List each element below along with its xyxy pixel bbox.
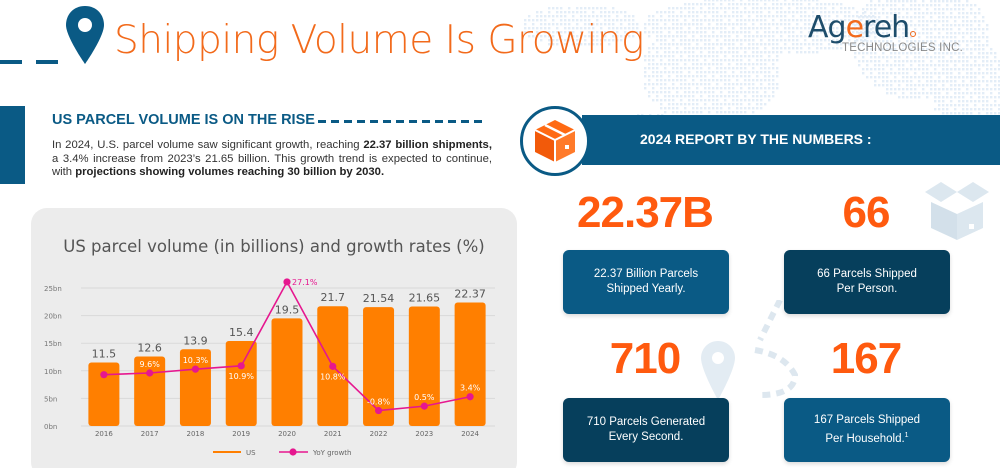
stat-number-yearly: 22.37B bbox=[577, 188, 714, 237]
bar bbox=[225, 340, 257, 426]
x-tick-label: 2016 bbox=[95, 430, 113, 438]
yoy-point bbox=[329, 362, 337, 370]
open-box-decoration-icon bbox=[925, 182, 989, 240]
x-tick-label: 2017 bbox=[141, 430, 159, 438]
stat-number-per-person: 66 bbox=[842, 188, 891, 237]
y-tick-label: 15bn bbox=[44, 340, 62, 348]
bar bbox=[454, 302, 486, 426]
yoy-point bbox=[191, 365, 200, 373]
yoy-value-label: 10.8% bbox=[320, 372, 346, 381]
bar bbox=[271, 318, 303, 426]
bar bbox=[88, 362, 120, 426]
section-accent-bar bbox=[0, 106, 25, 184]
bar-value-label: 12.6 bbox=[137, 341, 162, 354]
yoy-value-label: -0.8% bbox=[367, 398, 391, 407]
chart-title: US parcel volume (in billions) and growt… bbox=[63, 237, 485, 256]
x-tick-label: 2022 bbox=[370, 430, 388, 438]
y-tick-label: 10bn bbox=[44, 368, 62, 376]
parcel-volume-chart: 0bn 5bn 10bn 15bn 20bn 25bn 11.5 2016 12.6 2017 13… bbox=[44, 278, 495, 457]
route-path-decoration-icon bbox=[754, 300, 799, 398]
page-title: Shipping Volume Is Growing bbox=[114, 18, 644, 63]
yoy-point bbox=[100, 371, 108, 379]
y-tick-label: 5bn bbox=[44, 395, 57, 403]
yoy-value-label: 10.3% bbox=[183, 356, 209, 365]
pin-decoration-icon bbox=[701, 341, 735, 400]
report-banner bbox=[582, 115, 1000, 165]
bar bbox=[408, 306, 440, 426]
company-logo: Agereh TECHNOLOGIES INC. bbox=[808, 12, 963, 55]
bar-value-label: 13.9 bbox=[183, 334, 208, 347]
bar-value-label: 21.65 bbox=[409, 291, 441, 304]
stat-card-yearly: 22.37 Billion Parcels Shipped Yearly. bbox=[563, 250, 729, 314]
yoy-value-label: 3.4% bbox=[460, 384, 481, 393]
stat-card-per-second: 710 Parcels Generated Every Second. bbox=[563, 398, 729, 462]
legend-yoy-label: YoY growth bbox=[312, 449, 352, 457]
bar-value-label: 21.54 bbox=[363, 292, 395, 305]
header-dashes bbox=[0, 60, 58, 64]
yoy-value-label: 0.5% bbox=[414, 393, 435, 402]
yoy-value-label: 10.9% bbox=[229, 372, 255, 381]
bar-value-label: 21.7 bbox=[321, 291, 346, 304]
bar-value-label: 19.5 bbox=[275, 303, 300, 316]
x-tick-label: 2023 bbox=[415, 430, 433, 438]
footnote-marker: 1 bbox=[904, 432, 909, 440]
package-icon bbox=[534, 120, 576, 162]
stat-number-per-household: 167 bbox=[830, 334, 902, 383]
x-tick-label: 2020 bbox=[278, 430, 296, 438]
logo-subtitle: TECHNOLOGIES INC. bbox=[842, 42, 963, 54]
bar-value-label: 15.4 bbox=[229, 326, 254, 339]
stat-number-per-second: 710 bbox=[609, 334, 681, 383]
yoy-value-label: 27.1% bbox=[292, 278, 318, 287]
bar-value-label: 11.5 bbox=[92, 348, 117, 361]
y-tick-label: 25bn bbox=[44, 285, 62, 293]
section-heading: US PARCEL VOLUME IS ON THE RISE bbox=[52, 112, 315, 128]
yoy-value-label: 9.6% bbox=[140, 360, 161, 369]
y-tick-label: 20bn bbox=[44, 313, 62, 321]
x-tick-label: 2021 bbox=[324, 430, 342, 438]
heading-dashes bbox=[318, 120, 482, 123]
bar-value-label: 22.37 bbox=[454, 288, 486, 301]
legend-yoy-marker bbox=[289, 448, 297, 456]
stat-card-per-person: 66 Parcels Shipped Per Person. bbox=[784, 250, 950, 314]
x-tick-label: 2019 bbox=[232, 430, 250, 438]
yoy-point bbox=[146, 369, 154, 377]
yoy-point bbox=[283, 278, 291, 286]
chart-card: US parcel volume (in billions) and growt… bbox=[31, 208, 517, 468]
bar bbox=[363, 307, 395, 426]
location-pin-icon bbox=[66, 6, 104, 64]
package-badge bbox=[520, 106, 590, 176]
logo-dot-icon bbox=[910, 31, 917, 37]
legend-us-label: US bbox=[246, 449, 256, 457]
x-tick-label: 2018 bbox=[187, 430, 205, 438]
report-banner-title: 2024 REPORT BY THE NUMBERS : bbox=[640, 131, 872, 147]
yoy-point bbox=[466, 393, 474, 401]
y-tick-label: 0bn bbox=[44, 423, 57, 431]
yoy-point bbox=[374, 406, 383, 415]
yoy-point bbox=[420, 402, 428, 410]
x-tick-label: 2024 bbox=[461, 430, 479, 438]
logo-wordmark: Agereh bbox=[808, 12, 963, 44]
yoy-point bbox=[237, 362, 245, 370]
stat-card-per-household: 167 Parcels Shipped Per Household.1 bbox=[784, 398, 950, 462]
intro-paragraph: In 2024, U.S. parcel volume saw signific… bbox=[52, 139, 492, 178]
